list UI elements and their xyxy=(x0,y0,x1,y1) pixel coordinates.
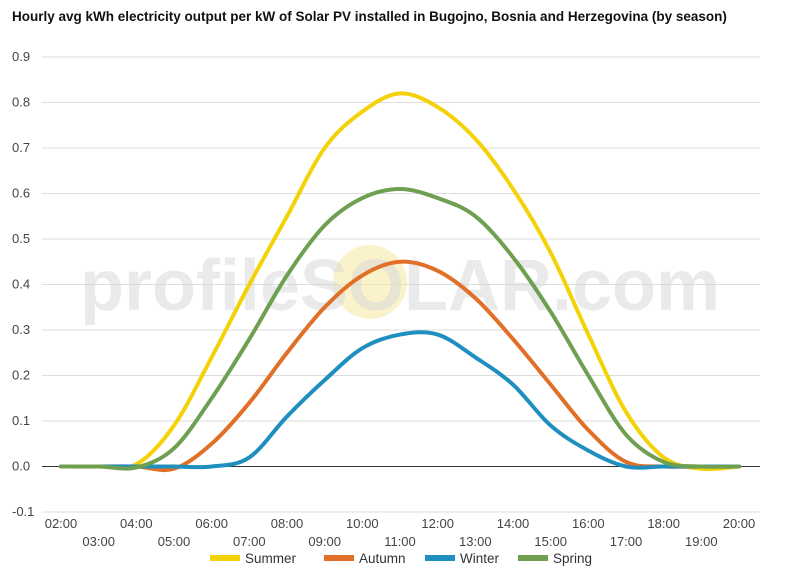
series-line-winter xyxy=(59,330,741,470)
x-tick-label: 15:00 xyxy=(534,534,567,549)
x-tick-label: 10:00 xyxy=(346,516,379,531)
x-tick-label: 11:00 xyxy=(384,534,416,549)
series-line-autumn xyxy=(59,259,741,473)
legend: Summer Autumn Winter Spring xyxy=(210,551,592,566)
x-tick-label: 09:00 xyxy=(308,534,341,549)
x-tick-label: 06:00 xyxy=(195,516,228,531)
y-tick-label: 0.3 xyxy=(12,322,30,337)
y-tick-label: 0.9 xyxy=(12,49,30,64)
x-tick-label: 08:00 xyxy=(271,516,304,531)
x-tick-label: 14:00 xyxy=(497,516,530,531)
y-tick-label: 0.7 xyxy=(12,140,30,155)
y-tick-label: 0.5 xyxy=(12,231,30,246)
legend-label-spring: Spring xyxy=(553,551,592,566)
x-tick-label: 05:00 xyxy=(158,534,191,549)
x-tick-label: 20:00 xyxy=(723,516,756,531)
y-tick-label: 0.4 xyxy=(12,277,30,292)
series-lines xyxy=(59,91,741,473)
legend-swatch-autumn xyxy=(324,555,354,561)
series-line-summer xyxy=(59,91,741,472)
x-tick-label: 19:00 xyxy=(685,534,718,549)
x-tick-label: 18:00 xyxy=(647,516,680,531)
x-tick-label: 16:00 xyxy=(572,516,605,531)
x-tick-label: 17:00 xyxy=(610,534,643,549)
legend-label-autumn: Autumn xyxy=(359,551,406,566)
legend-swatch-summer xyxy=(210,555,240,561)
x-tick-label: 13:00 xyxy=(459,534,492,549)
x-tick-label: 07:00 xyxy=(233,534,266,549)
x-tick-label: 02:00 xyxy=(45,516,78,531)
x-tick-label: 04:00 xyxy=(120,516,153,531)
y-tick-label: 0.0 xyxy=(12,459,30,474)
chart-title: Hourly avg kWh electricity output per kW… xyxy=(12,9,727,24)
watermark-text: profileSOLAR.com xyxy=(80,246,720,326)
y-tick-label: 0.6 xyxy=(12,186,30,201)
y-tick-label: 0.1 xyxy=(12,413,30,428)
y-tick-label: 0.8 xyxy=(12,95,30,110)
x-tick-label: 12:00 xyxy=(421,516,454,531)
legend-swatch-spring xyxy=(518,555,548,561)
series-line-spring xyxy=(59,186,741,471)
x-tick-label: 03:00 xyxy=(82,534,115,549)
grid-lines xyxy=(42,56,760,513)
watermark: profileSOLAR.com xyxy=(80,245,720,326)
y-tick-label: 0.2 xyxy=(12,368,30,383)
legend-swatch-winter xyxy=(425,555,455,561)
legend-label-summer: Summer xyxy=(245,551,297,566)
legend-label-winter: Winter xyxy=(460,551,500,566)
axes: 0.9 0.8 0.7 0.6 0.5 0.4 0.3 0.2 0.1 0.0 -0.1 02:00 0… xyxy=(12,49,760,549)
y-tick-label: -0.1 xyxy=(12,504,34,519)
